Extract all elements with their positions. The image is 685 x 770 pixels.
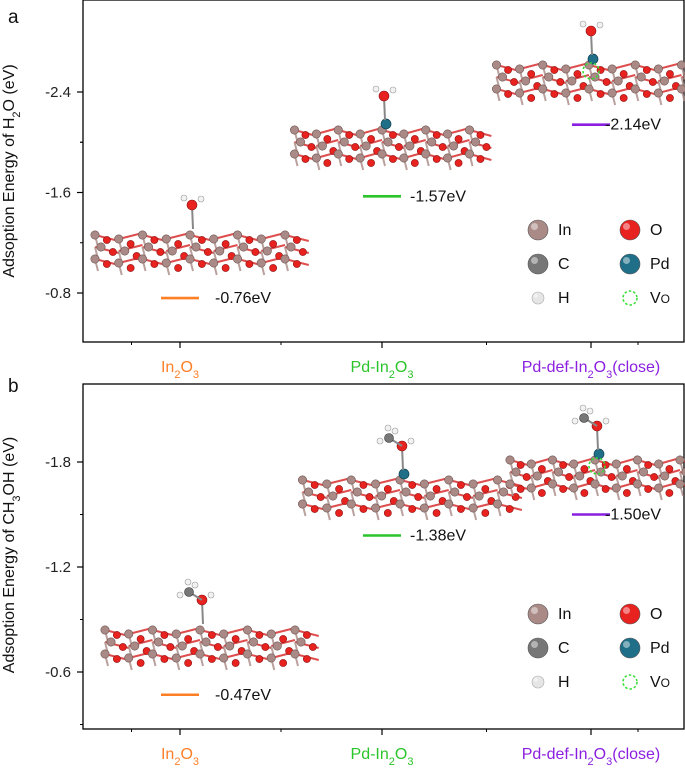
atom-pd-icon [619,253,641,275]
atom-c-icon [527,253,549,275]
legend-label: C [558,640,570,657]
category-label: Pd-def-In2O3(close) [522,359,661,381]
legend-label: H [558,290,570,307]
y-axis-label: Adsoption Energy of CH3OH (eV) [1,437,23,673]
legend-item: H [531,290,570,307]
atom-o-icon [619,219,641,241]
legend-label: C [558,256,570,273]
legend-item: H [531,674,570,691]
adsorption-structure [505,404,685,501]
atom-in-icon [527,603,549,625]
atom-h-icon [531,675,545,689]
panel-b: b -1.8 -1.2 -0.6 In2O3 Pd-In2O3 Pd-def-In2O3(c… [1,376,685,768]
vacancy-icon [622,674,638,690]
legend-label: H [558,674,570,691]
legend: In O C Pd H VO [527,603,670,691]
value-label: -0.76eV [215,290,271,307]
legend-item: C [527,253,570,275]
panel-letter: a [8,7,19,28]
value-label: -1.50eV [605,507,661,524]
legend-item: Pd [619,253,670,275]
legend-item: Pd [619,637,670,659]
legend-label: Pd [650,256,670,273]
legend-item: O [619,603,662,625]
legend-label: O [650,606,662,623]
legend-item: O [619,219,662,241]
legend-label: Pd [650,640,670,657]
value-label: -1.38eV [410,528,466,545]
y-tick-label: -1.8 [45,454,71,471]
adsorption-structure [90,194,309,276]
plot-frame [82,0,685,343]
legend-label: VO [650,290,670,307]
y-tick-label: -2.4 [45,84,71,101]
legend-label: In [558,222,571,239]
legend-label: VO [650,674,670,691]
legend-item: In [527,603,571,625]
category-label: In2O3 [161,359,199,381]
y-tick-label: -0.8 [45,285,71,302]
legend-item: VO [622,674,670,691]
value-label: -1.57eV [410,188,466,205]
category-label: Pd-In2O3 [351,359,414,381]
category-label: In2O3 [161,746,199,768]
legend: In O C Pd H VO [527,219,670,307]
atom-pd-icon [619,637,641,659]
panel-letter: b [8,376,19,397]
atom-o-icon [619,603,641,625]
value-label: -0.47eV [215,687,271,704]
category-label: Pd-In2O3 [351,746,414,768]
atom-c-icon [527,637,549,659]
legend-item: VO [622,290,670,307]
adsorption-structure [289,85,492,171]
legend-item: C [527,637,570,659]
adsorption-structure [100,578,319,671]
y-tick-label: -1.2 [45,559,71,576]
plot-frame [82,383,685,730]
category-label: Pd-def-In2O3(close) [522,746,661,768]
adsorption-structure [491,20,685,106]
panel-a: a -2.4 -1.6 -0.8 In2O3 Pd-In2O3 Pd-def-In2O3(c… [1,0,685,381]
atom-in-icon [527,219,549,241]
vacancy-icon [622,290,638,306]
adsorption-structure [297,424,523,521]
y-axis-label: Adsoption Energy of H2O (eV) [1,64,23,277]
legend-label: O [650,222,662,239]
value-label: -2.14eV [605,117,661,134]
y-tick-label: -0.6 [45,664,71,681]
y-tick-label: -1.6 [45,185,71,202]
atom-h-icon [531,291,545,305]
legend-item: In [527,219,571,241]
legend-label: In [558,606,571,623]
